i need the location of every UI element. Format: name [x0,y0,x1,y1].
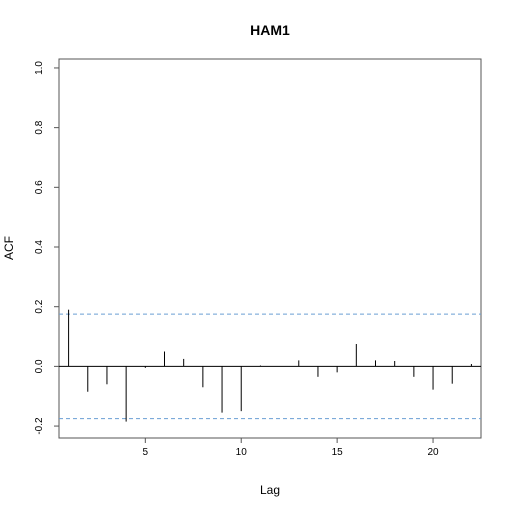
x-tick-label: 15 [332,447,344,458]
chart-title: HAM1 [250,22,290,38]
y-tick-label: 0.0 [34,359,45,373]
y-tick-label: 0.2 [34,299,45,313]
x-axis-label: Lag [260,483,280,497]
x-tick-label: 5 [143,447,149,458]
chart-axes: 5 10 15 20 -0.2 0.0 0.2 0.4 0.6 0.8 1.0 [34,61,439,458]
y-tick-label: 1.0 [34,61,45,75]
y-tick-label: 0.8 [34,120,45,134]
y-axis-label: ACF [2,236,16,260]
y-tick-label: 0.4 [34,240,45,254]
plot-frame [58,58,482,439]
chart-marks [59,309,481,422]
x-tick-label: 20 [427,447,439,458]
x-tick-label: 10 [236,447,248,458]
y-tick-label: 0.6 [34,180,45,194]
y-tick-label: -0.2 [34,417,45,435]
